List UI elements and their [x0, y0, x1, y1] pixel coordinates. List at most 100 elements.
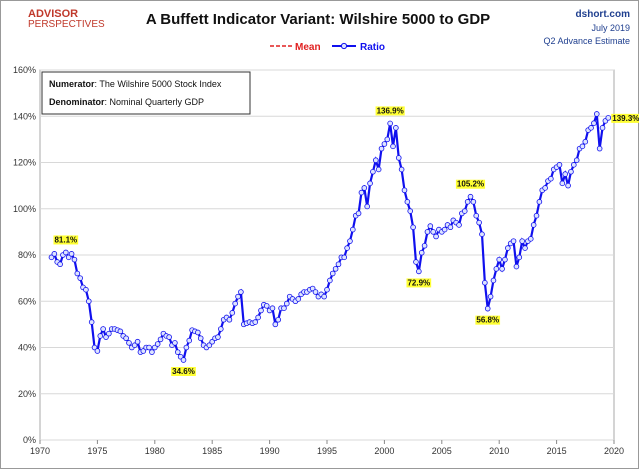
annotation-bg — [611, 113, 639, 123]
data-point — [464, 199, 471, 205]
data-point — [327, 277, 333, 284]
data-point — [77, 275, 83, 281]
x-tick-label: 2000 — [374, 446, 394, 456]
data-point — [183, 344, 190, 351]
y-tick-label: 0% — [23, 435, 36, 445]
logo-line2: PERSPECTIVES — [28, 19, 105, 30]
data-point — [97, 333, 104, 339]
data-point — [229, 310, 236, 316]
data-point — [433, 233, 439, 240]
data-point — [413, 259, 419, 265]
data-point — [123, 335, 129, 342]
data-point — [562, 171, 569, 177]
data-point — [496, 256, 503, 263]
data-point — [530, 222, 537, 228]
data-point — [284, 300, 290, 307]
data-point — [476, 219, 482, 226]
data-point — [542, 185, 548, 191]
data-point — [536, 199, 543, 205]
data-point — [238, 289, 244, 295]
data-point — [350, 226, 356, 233]
data-point — [390, 143, 396, 150]
data-point — [218, 326, 224, 332]
data-point — [568, 168, 574, 175]
info-text: : Nominal Quarterly GDP — [105, 97, 205, 107]
data-point — [467, 193, 474, 200]
data-point — [94, 348, 101, 354]
data-point — [275, 316, 282, 323]
x-tick-label: 1990 — [260, 446, 280, 456]
data-point — [83, 286, 89, 293]
data-point — [48, 254, 55, 261]
data-point — [533, 212, 540, 219]
data-point — [269, 305, 276, 311]
data-point — [513, 263, 520, 270]
data-point — [355, 210, 362, 217]
data-point — [364, 203, 370, 210]
data-point — [272, 321, 279, 328]
x-tick-label: 1980 — [145, 446, 165, 456]
data-point — [100, 326, 106, 332]
data-point — [484, 305, 491, 312]
data-point — [312, 289, 319, 295]
data-point — [281, 305, 287, 311]
data-point — [154, 341, 161, 347]
data-point — [215, 334, 221, 340]
data-point — [232, 300, 238, 307]
data-point — [407, 208, 414, 214]
data-point — [447, 224, 454, 231]
data-point — [309, 285, 316, 292]
annotation-label: 136.9% — [377, 106, 404, 115]
info-box — [41, 71, 251, 115]
annotation-label: 139.3% — [612, 114, 639, 123]
data-point — [65, 254, 72, 261]
x-tick-label: 2005 — [432, 446, 452, 456]
info-line: Denominator: Nominal Quarterly GDP — [49, 97, 204, 107]
data-point — [490, 277, 497, 284]
y-tick-label: 20% — [18, 389, 36, 399]
data-point — [255, 314, 261, 321]
data-point — [579, 143, 586, 150]
y-tick-label: 160% — [13, 65, 36, 75]
data-point — [51, 251, 58, 257]
data-point — [91, 344, 98, 351]
data-point — [556, 162, 563, 168]
data-point — [573, 157, 580, 163]
data-point — [195, 329, 201, 336]
data-point — [482, 279, 488, 286]
info-text: : The Wilshire 5000 Stock Index — [95, 79, 222, 89]
legend-marker — [340, 42, 348, 50]
data-point — [519, 238, 525, 244]
data-point — [593, 111, 600, 117]
data-point — [502, 256, 508, 263]
data-point — [174, 349, 181, 355]
y-tick-label: 60% — [18, 296, 36, 306]
data-point — [57, 261, 63, 268]
data-point — [416, 268, 422, 275]
data-point — [571, 162, 577, 168]
data-point — [258, 307, 264, 314]
data-point — [410, 224, 416, 231]
data-point — [106, 330, 112, 337]
data-point — [235, 293, 241, 300]
info-label: Numerator — [49, 79, 95, 89]
data-point — [559, 180, 566, 187]
data-point — [404, 199, 411, 205]
data-point — [361, 185, 368, 191]
data-point — [341, 254, 348, 261]
data-point — [329, 270, 336, 277]
data-point — [126, 340, 132, 346]
data-point — [591, 120, 597, 126]
data-point — [461, 208, 468, 214]
y-tick-label: 80% — [18, 250, 36, 260]
data-point — [395, 155, 402, 161]
data-point — [470, 199, 477, 205]
data-point — [180, 357, 187, 363]
data-point — [103, 334, 109, 340]
data-point — [522, 245, 528, 251]
data-point — [493, 266, 500, 272]
data-point — [430, 229, 436, 235]
x-tick-label: 2020 — [604, 446, 624, 456]
data-point — [226, 316, 233, 323]
annotation-label: 34.6% — [172, 367, 195, 376]
